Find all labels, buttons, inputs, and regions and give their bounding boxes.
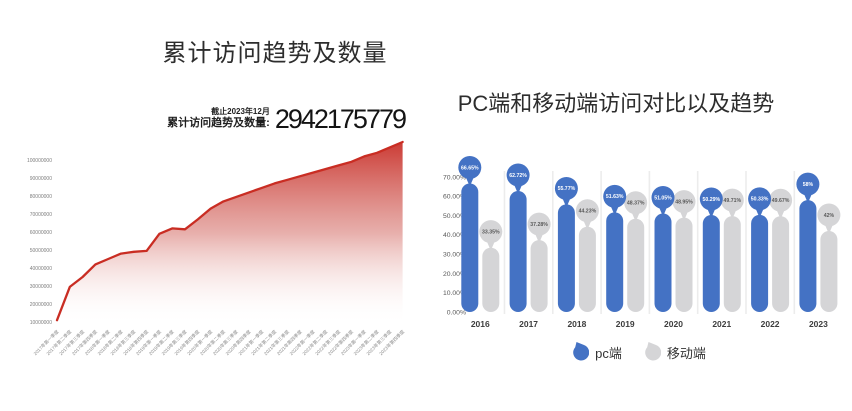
balloon-mobile-2023-label: 42% (824, 213, 835, 219)
bar-y-tick-label: 0.00% (447, 309, 466, 316)
balloon-mobile-2019-label: 48.37% (627, 201, 645, 207)
bar-x-tick-label: 2019 (616, 319, 635, 329)
bar-x-tick-label: 2018 (567, 319, 586, 329)
legend-label-mobile: 移动端 (666, 345, 706, 361)
bar-pc-2023 (799, 200, 817, 312)
stat-label: 累计访问趋势及数量: (167, 117, 270, 129)
area-y-tick-label: 50000000 (30, 248, 52, 254)
area-line (55, 140, 404, 322)
balloon-pc-2017-label: 62.72% (509, 173, 527, 179)
balloon-pc-2017 (506, 163, 530, 187)
bar-y-tick-label: 10.00% (443, 290, 466, 297)
area-y-tick-label: 40000000 (30, 266, 52, 272)
area-y-tick-label: 20000000 (30, 302, 52, 308)
balloon-mobile-2020-label: 48.95% (675, 199, 693, 205)
balloon-pc-2023-label: 58% (803, 182, 814, 188)
stat-captions: 截止2023年12月 累计访问趋势及数量: (167, 107, 270, 133)
bar-mobile-2016 (482, 247, 500, 312)
legend-item-mobile[interactable]: 移动端 (644, 341, 706, 363)
balloon-pc-2019 (603, 184, 627, 208)
balloon-pc-2022-label: 50.33% (751, 197, 769, 203)
area-y-tick-label: 90000000 (30, 176, 52, 182)
balloon-mobile-2023 (817, 203, 841, 227)
mobile-droplet-icon (645, 342, 661, 361)
bar-pc-2016 (461, 183, 479, 312)
bar-chart: 70.00% 60.00% 50.00% 40.00% 30.00% 20.00% 10.0… (443, 155, 841, 329)
right-chart-title: PC端和移动端访问对比以及趋势 (457, 91, 775, 116)
balloon-mobile-2018-label: 44.23% (579, 208, 597, 214)
balloon-pc-2023 (796, 172, 820, 196)
bar-pc-2020 (654, 213, 672, 312)
legend: pc端 移动端 (426, 339, 852, 365)
bar-x-tick-label: 2023 (809, 319, 828, 329)
balloon-mobile-2017-label: 37.28% (530, 222, 548, 228)
bar-y-tick-label: 30.00% (443, 252, 466, 259)
balloon-pc-2021 (699, 187, 723, 211)
bar-x-tick-label: 2021 (712, 319, 731, 329)
area-chart: 100000000 90000000 80000000 70000000 6000000… (27, 140, 406, 357)
bar-mobile-2018 (578, 226, 596, 312)
bar-x-tick-label: 2016 (471, 319, 490, 329)
bar-pc-2018 (557, 204, 575, 312)
balloon-mobile-2021-label: 49.71% (723, 198, 741, 204)
bar-x-tick-label: 2022 (761, 319, 780, 329)
cumulative-stat: 截止2023年12月 累计访问趋势及数量: 2942175779 (167, 104, 407, 134)
bar-pc-2017 (509, 191, 527, 312)
bar-y-tick-label: 70.00% (443, 174, 466, 181)
area-fill (57, 142, 403, 325)
bar-mobile-2021 (723, 216, 741, 312)
bar-mobile-2022 (772, 216, 790, 312)
bar-x-tick-label: 2017 (519, 319, 538, 329)
balloon-pc-2022 (748, 187, 772, 211)
balloon-mobile-2022 (769, 188, 793, 212)
balloon-mobile-2016 (479, 220, 503, 244)
area-y-tick-label: 60000000 (30, 230, 52, 236)
bar-y-tick-label: 50.00% (443, 213, 466, 220)
bar-y-tick-label: 60.00% (443, 194, 466, 201)
stat-value: 2942175779 (274, 104, 407, 134)
area-y-tick-label: 70000000 (30, 212, 52, 218)
bar-x-tick-label: 2020 (664, 319, 683, 329)
area-y-tick-label: 10000000 (30, 320, 52, 326)
balloon-mobile-2016-label: 33.35% (482, 229, 500, 235)
left-chart-title: 累计访问趋势及数量 (162, 40, 388, 67)
bar-mobile-2019 (627, 218, 645, 312)
legend-label-pc: pc端 (595, 345, 622, 361)
bar-y-tick-label: 20.00% (443, 271, 466, 278)
balloon-pc-2018 (554, 176, 578, 200)
balloon-pc-2016 (458, 155, 482, 179)
bar-mobile-2020 (675, 217, 693, 312)
pc-droplet-icon (573, 342, 590, 361)
balloon-mobile-2021 (720, 188, 744, 212)
area-y-tick-label: 30000000 (30, 284, 52, 290)
area-y-tick-label: 100000000 (27, 158, 52, 164)
legend-item-pc[interactable]: pc端 (572, 341, 622, 363)
bar-pc-2019 (606, 212, 624, 312)
balloon-pc-2020-label: 51.05% (654, 195, 672, 201)
bar-y-tick-label: 40.00% (443, 232, 466, 239)
balloon-mobile-2018 (575, 199, 599, 223)
balloon-pc-2019-label: 51.63% (606, 194, 624, 200)
bar-mobile-2023 (820, 231, 838, 312)
balloon-pc-2021-label: 50.29% (702, 197, 720, 203)
bar-mobile-2017 (530, 240, 548, 312)
bar-pc-2021 (702, 215, 720, 312)
balloon-pc-2020 (651, 186, 675, 210)
bar-pc-2022 (751, 214, 769, 312)
stat-date: 截止2023年12月 (211, 107, 270, 116)
balloon-mobile-2020 (672, 190, 696, 214)
balloon-pc-2018-label: 55.77% (558, 186, 576, 192)
balloon-mobile-2019 (624, 191, 648, 215)
balloon-mobile-2017 (527, 212, 551, 236)
area-y-tick-label: 80000000 (30, 194, 52, 200)
balloon-mobile-2022-label: 49.67% (772, 198, 790, 204)
balloon-pc-2016-label: 66.65% (461, 165, 479, 171)
